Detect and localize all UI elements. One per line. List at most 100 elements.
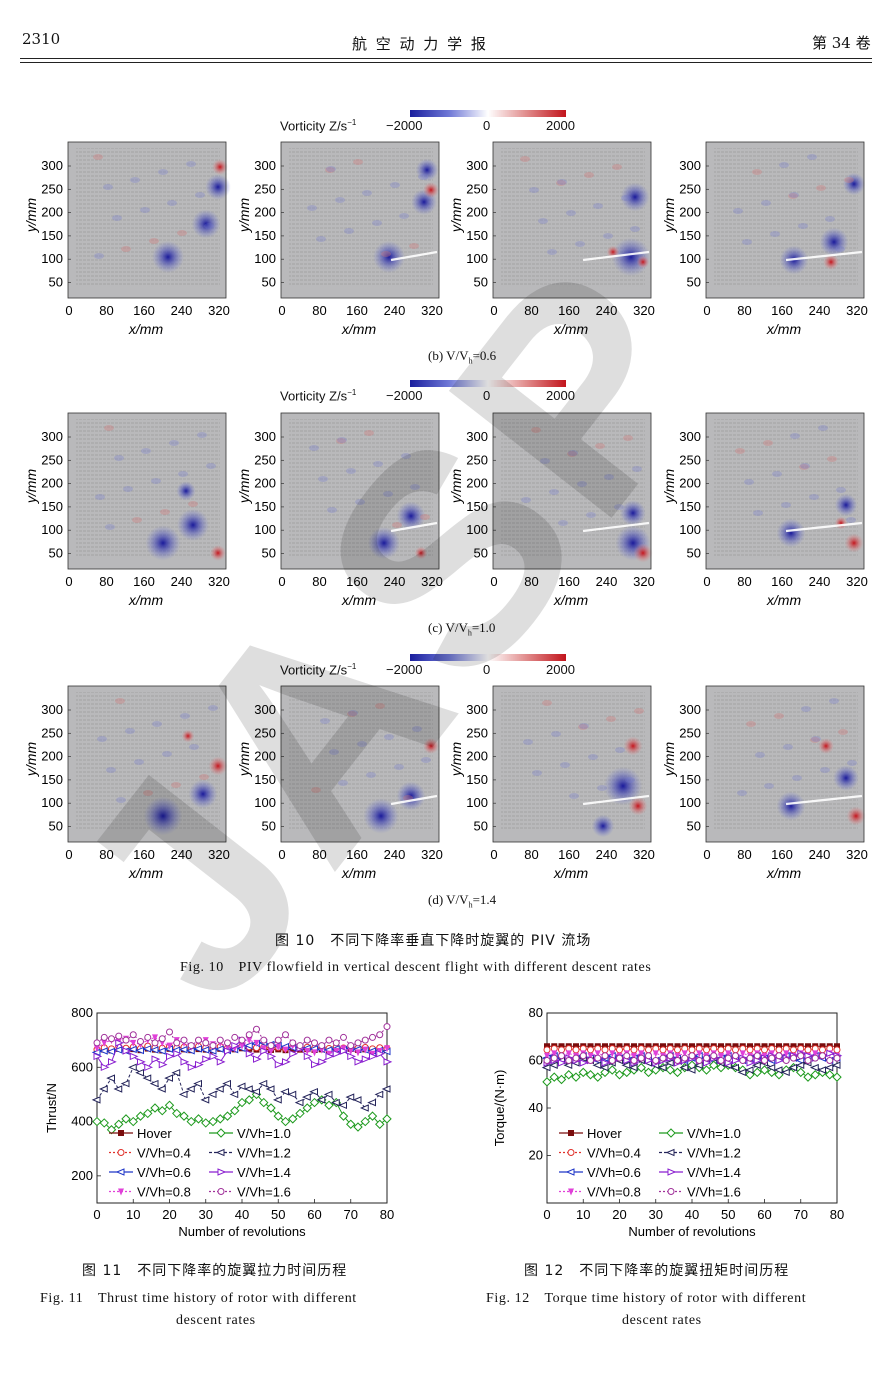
y-tick-label: 50 [49,546,63,561]
y-axis-label: Torque/(N·m) [492,1070,507,1147]
rotor-blade-line [582,794,650,806]
series-point [340,1047,349,1055]
x-axis-label: x/mm [341,592,377,608]
vorticity-patch [105,524,115,530]
legend-marker [667,1188,675,1195]
series-point [98,1085,108,1093]
y-tick-label: 200 [254,476,276,491]
series-point [151,1039,159,1047]
vorticity-patch [353,159,363,165]
vorticity-patch [167,200,177,206]
x-tick-label: 320 [421,303,443,318]
series-point [746,1046,754,1054]
series-point [717,1046,725,1054]
y-tick-label: 200 [254,749,276,764]
vorticity-patch [827,456,837,462]
series-point [659,1046,667,1054]
vorticity-patch [329,749,339,755]
series-point [237,1097,247,1108]
series-point [696,1050,703,1058]
fig12-caption-en-line2: descent rates [622,1313,702,1328]
series-point [267,1042,275,1050]
vorticity-patch [372,220,382,226]
series-point [253,1055,262,1063]
vorticity-patch [383,491,393,497]
series-point [93,1039,101,1047]
series-point [195,1036,202,1044]
y-tick-label: 300 [41,158,63,173]
vorticity-patch [604,474,614,480]
y-tick-label: 60 [529,1053,543,1068]
x-axis-label: x/mm [766,321,802,337]
x-tick-label: 320 [208,847,230,862]
vorticity-patch [829,698,839,704]
series-point [652,1057,660,1064]
series-point [325,1052,335,1061]
vortex-positive [208,756,228,776]
series-point [137,1038,144,1045]
piv-panel: 300 250 200 150 100 500 80 160 240 320 x/mm y/mm [448,141,655,337]
x-tick-label: 20 [162,1207,176,1222]
vorticity-patch [421,757,431,763]
vorticity-patch [178,471,188,477]
series-point [594,1050,601,1058]
fig12-caption-cn: 图 12 不同下降率的旋翼扭矩时间历程 [524,1263,790,1279]
series-point [790,1043,797,1050]
series-point [833,1054,841,1062]
x-tick-label: 160 [558,574,580,589]
legend-entry: V/Vh=1.4 [687,1165,741,1180]
vorticity-patch [418,174,428,180]
series-point [631,1052,637,1060]
y-axis-label: y/mm [23,198,39,234]
x-tick-label: 320 [846,303,868,318]
vortex-positive [846,806,866,826]
series-point [260,1047,270,1055]
vorticity-patch [381,251,391,257]
series-point [152,1034,158,1042]
y-axis-label: y/mm [448,469,464,505]
y-tick-label: 150 [254,772,276,787]
vorticity-patch [551,731,561,737]
series-point [355,1049,361,1057]
vortex-negative [415,158,439,182]
series-point [681,1050,688,1058]
piv-panel: 300 250 200 150 100 500 80 160 240 320 x/mm y/mm [448,412,655,608]
legend-entry: V/Vh=1.4 [237,1165,291,1180]
series-point [703,1046,710,1054]
series-point [353,1122,363,1132]
volume-label: 第 34 卷 [812,34,871,52]
x-tick-label: 160 [771,847,793,862]
series-point [556,1074,567,1085]
journal-title: 航 空 动 力 学 报 [352,35,488,53]
vorticity-patch [326,166,336,172]
series-point [127,1063,137,1072]
vorticity-patch [338,780,348,786]
series-point [549,1072,559,1082]
series-point [318,1042,326,1050]
series-point [289,1039,297,1047]
series-point [592,1061,602,1070]
vorticity-patch [735,448,745,454]
x-tick-label: 240 [809,574,831,589]
series-point [258,1079,268,1088]
y-tick-label: 50 [49,275,63,290]
y-tick-label: 300 [254,158,276,173]
vorticity-patch [125,728,135,734]
series-point [817,1066,826,1074]
x-axis-label: x/mm [128,865,164,881]
legend-entry: V/Vh=1.2 [687,1146,741,1161]
x-tick-label: 50 [721,1207,735,1222]
subfigure-caption: (d) V/Vh=1.4 [428,892,496,910]
subfigure-caption-subscript: h [468,900,473,910]
series-point [200,1096,210,1104]
series-point [766,1063,776,1072]
series-point [374,1090,384,1099]
series-point [127,1045,137,1054]
series-point [231,1041,241,1050]
series-point [587,1043,594,1050]
subfigure-caption-suffix: =0.6 [472,348,497,363]
vorticity-patch [575,241,585,247]
vorticity-patch [143,790,153,796]
series-point [120,1079,130,1088]
vorticity-patch [566,210,576,216]
